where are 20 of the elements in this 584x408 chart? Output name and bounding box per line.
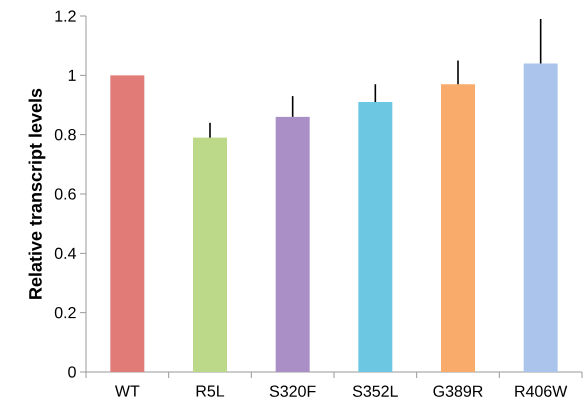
y-tick-label: 1.2	[55, 10, 76, 22]
bar	[441, 84, 475, 372]
bar	[193, 138, 227, 372]
x-tick-label: WT	[114, 386, 140, 397]
x-tick-label: S352L	[352, 386, 398, 397]
bar	[276, 116, 310, 372]
y-tick-label: 0.2	[54, 307, 76, 318]
y-tick-label: 1	[68, 70, 76, 81]
x-tick-label: R406W	[515, 386, 568, 397]
bar	[110, 75, 144, 372]
x-tick-label: R5L	[196, 386, 224, 397]
y-tick-label: 0.6	[54, 188, 76, 200]
x-tick-label: S320F	[270, 386, 316, 397]
y-tick-label: 0.4	[54, 248, 76, 259]
y-tick-label: 0.8	[54, 129, 76, 140]
y-axis-title: Relative transcript levels	[28, 88, 46, 299]
bar	[524, 63, 558, 372]
y-tick-label: 0	[68, 366, 76, 378]
bar	[358, 102, 392, 372]
x-tick-label: G389R	[433, 386, 483, 397]
